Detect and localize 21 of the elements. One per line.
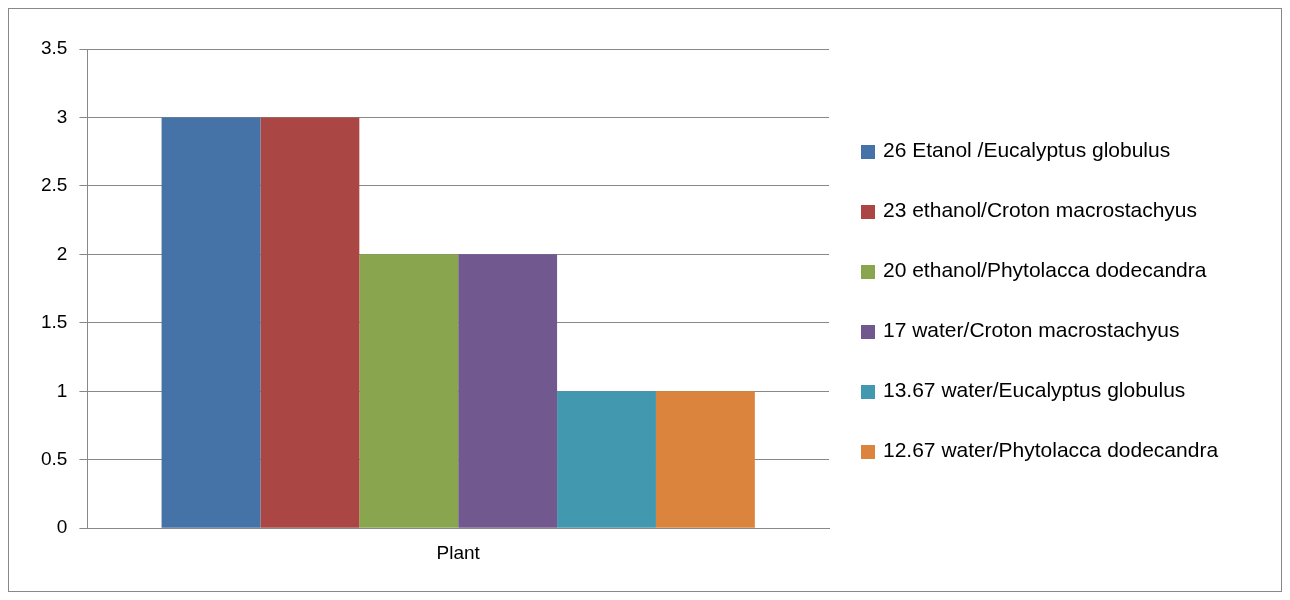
y-tick-label: 3.5 xyxy=(40,37,68,59)
y-tick-label: 0.5 xyxy=(40,447,68,469)
y-tick-label: 1.5 xyxy=(40,311,68,333)
y-tick-label: 2.5 xyxy=(40,174,68,196)
legend-label: 26 Etanol /Eucalyptus globulus xyxy=(883,137,1172,163)
legend-label: 23 ethanol/Croton macrostachyus xyxy=(883,197,1198,223)
x-tick-label: Plant xyxy=(436,541,481,563)
bar xyxy=(359,254,459,528)
bar xyxy=(458,254,558,528)
bar xyxy=(260,117,360,528)
legend-label: 17 water/Croton macrostachyus xyxy=(883,317,1181,343)
legend-label: 12.67 water/Phytolacca dodecandra xyxy=(883,437,1220,463)
bar xyxy=(655,391,755,528)
bar xyxy=(557,391,656,528)
legend-label: 20 ethanol/Phytolacca dodecandra xyxy=(883,257,1208,283)
y-tick-label: 1 xyxy=(56,379,68,401)
y-tick-label: 0 xyxy=(56,516,68,538)
bar xyxy=(161,117,261,528)
y-tick-label: 3 xyxy=(56,105,68,127)
y-tick-label: 2 xyxy=(56,242,68,264)
legend-label: 13.67 water/Eucalyptus globulus xyxy=(883,377,1187,403)
